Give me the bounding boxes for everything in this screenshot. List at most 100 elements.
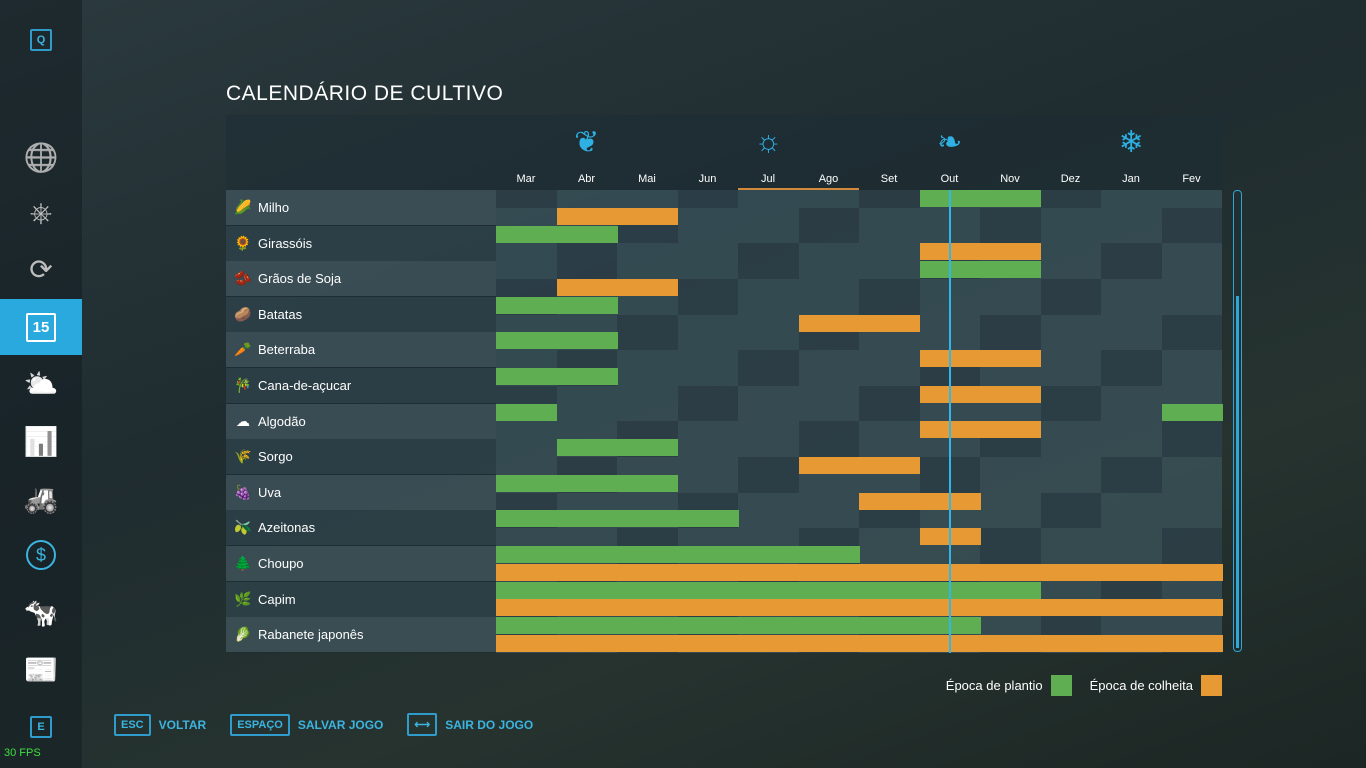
calendar-cell: [617, 296, 678, 315]
plant-period-bar: [556, 617, 618, 635]
tractor-icon: 🚜: [23, 482, 59, 514]
harvest-period-bar: [859, 599, 920, 617]
calendar-cell: [1161, 492, 1222, 511]
harvest-period-bar: [798, 314, 860, 332]
legend-plant-label: Época de plantio: [945, 678, 1043, 693]
plant-period-bar: [798, 546, 860, 563]
calendar-cell: [617, 261, 678, 279]
calendar-cell: [1161, 528, 1222, 546]
calendar-cell: [1101, 421, 1162, 440]
calendar-cell: [1101, 385, 1162, 404]
harvest-period-bar: [496, 635, 557, 652]
calendar-cell: [738, 296, 799, 315]
calendar-cell: [980, 474, 1041, 493]
crop-row: 🫘 Grãos de Soja: [226, 261, 496, 297]
calendar-cell: [1040, 350, 1101, 368]
sidebar-item-animals[interactable]: 🐄: [0, 584, 82, 640]
sidebar-item-steering-wheel[interactable]: ⎈: [0, 185, 82, 241]
calendar-cell: [980, 314, 1041, 333]
next-page-key[interactable]: E: [0, 699, 82, 755]
calendar-cell: [798, 243, 859, 262]
crop-row: ☁ Algodão: [226, 403, 496, 439]
scrollbar-thumb[interactable]: [1236, 296, 1239, 648]
sidebar-item-calendar[interactable]: 15: [0, 299, 82, 355]
calendar-cell: [980, 617, 1041, 635]
calendar-cell: [1101, 314, 1162, 333]
calendar-cell: [1161, 581, 1222, 600]
calendar-cell: [496, 439, 557, 457]
sidebar-item-tractor[interactable]: 🚜: [0, 470, 82, 526]
harvest-period-bar: [1101, 563, 1162, 581]
calendar-cell: [859, 385, 920, 404]
plant-period-bar: [556, 332, 618, 350]
sidebar-item-prices-chart[interactable]: 📊: [0, 413, 82, 469]
crop-row: 🌲 Choupo: [226, 546, 496, 581]
crop-row: 🥔 Batatas: [226, 296, 496, 332]
calendar-cell: [556, 403, 617, 422]
harvest-period-bar: [556, 635, 618, 652]
calendar-cell: [496, 314, 557, 333]
calendar-cell: [798, 225, 859, 244]
calendar-cell: [980, 439, 1041, 457]
sidebar-item-finances[interactable]: $: [0, 527, 82, 583]
calendar-cell: [1101, 546, 1162, 564]
calendar-cell: [738, 279, 799, 297]
sidebar-item-weather[interactable]: ⛅: [0, 355, 82, 411]
calendar-cell: [738, 350, 799, 368]
harvest-period-bar: [798, 599, 860, 617]
calendar-cell: [1040, 225, 1101, 244]
back-button[interactable]: VOLTAR: [158, 717, 207, 732]
harvest-period-bar: [980, 385, 1041, 403]
calendar-cell: [617, 421, 678, 440]
steering-wheel-icon: ⎈: [29, 196, 53, 228]
crop-name: Milho: [258, 200, 290, 215]
crop-name: Cana-de-açucar: [258, 378, 352, 393]
crop-icon: 🌻: [234, 234, 252, 251]
sidebar-item-crop-cycle[interactable]: ⟳: [0, 241, 82, 297]
calendar-cell: [798, 439, 859, 457]
crop-name: Rabanete japonês: [258, 627, 364, 643]
crop-icon: 🌽: [234, 199, 252, 215]
sidebar-item-map[interactable]: 🌐: [0, 129, 82, 185]
calendar-cell: [1101, 510, 1162, 529]
calendar-cell: [677, 350, 738, 368]
calendar-cell: [980, 332, 1041, 351]
contracts-icon: 📰: [23, 653, 59, 685]
calendar-cell: [738, 261, 799, 279]
calendar-cell: [1161, 243, 1222, 262]
crop-row: 🌽 Milho: [226, 190, 496, 225]
calendar-cell: [617, 403, 678, 422]
calendar-cell: [617, 314, 678, 333]
harvest-period-bar: [556, 599, 618, 617]
space-key[interactable]: ESPAÇO: [230, 713, 290, 736]
calendar-cell: [738, 332, 799, 351]
current-season-highlight: [738, 188, 859, 190]
harvest-period-bar: [798, 563, 860, 581]
quit-key[interactable]: ⟷: [407, 713, 438, 736]
calendar-cell: [738, 528, 799, 546]
plant-period-bar: [677, 546, 739, 563]
prev-page-key[interactable]: Q: [0, 12, 82, 68]
calendar-cell: [738, 457, 799, 475]
calendar-cell: [1161, 350, 1222, 368]
scrollbar[interactable]: [1233, 190, 1242, 652]
save-game-button[interactable]: SALVAR JOGO: [297, 717, 384, 732]
calendar-cell: [677, 368, 738, 386]
calendar-cell: [1040, 510, 1101, 529]
calendar-cell: [496, 261, 557, 279]
plant-period-bar: [496, 510, 557, 528]
calendar-cell: [1161, 457, 1222, 475]
calendar-cell: [1101, 261, 1162, 279]
calendar-cell: [1040, 617, 1101, 635]
month-label: Jun: [698, 173, 717, 185]
esc-key[interactable]: ESC: [114, 713, 151, 736]
plant-period-bar: [556, 510, 618, 528]
harvest-period-bar: [556, 207, 618, 225]
sidebar-item-contracts[interactable]: 📰: [0, 641, 82, 697]
quit-game-button[interactable]: SAIR DO JOGO: [445, 717, 534, 732]
harvest-period-bar: [980, 563, 1041, 581]
plant-period-bar: [556, 474, 618, 492]
calendar-cell: [617, 368, 678, 386]
calendar-cell: [1161, 421, 1222, 440]
harvest-period-bar: [496, 563, 557, 581]
